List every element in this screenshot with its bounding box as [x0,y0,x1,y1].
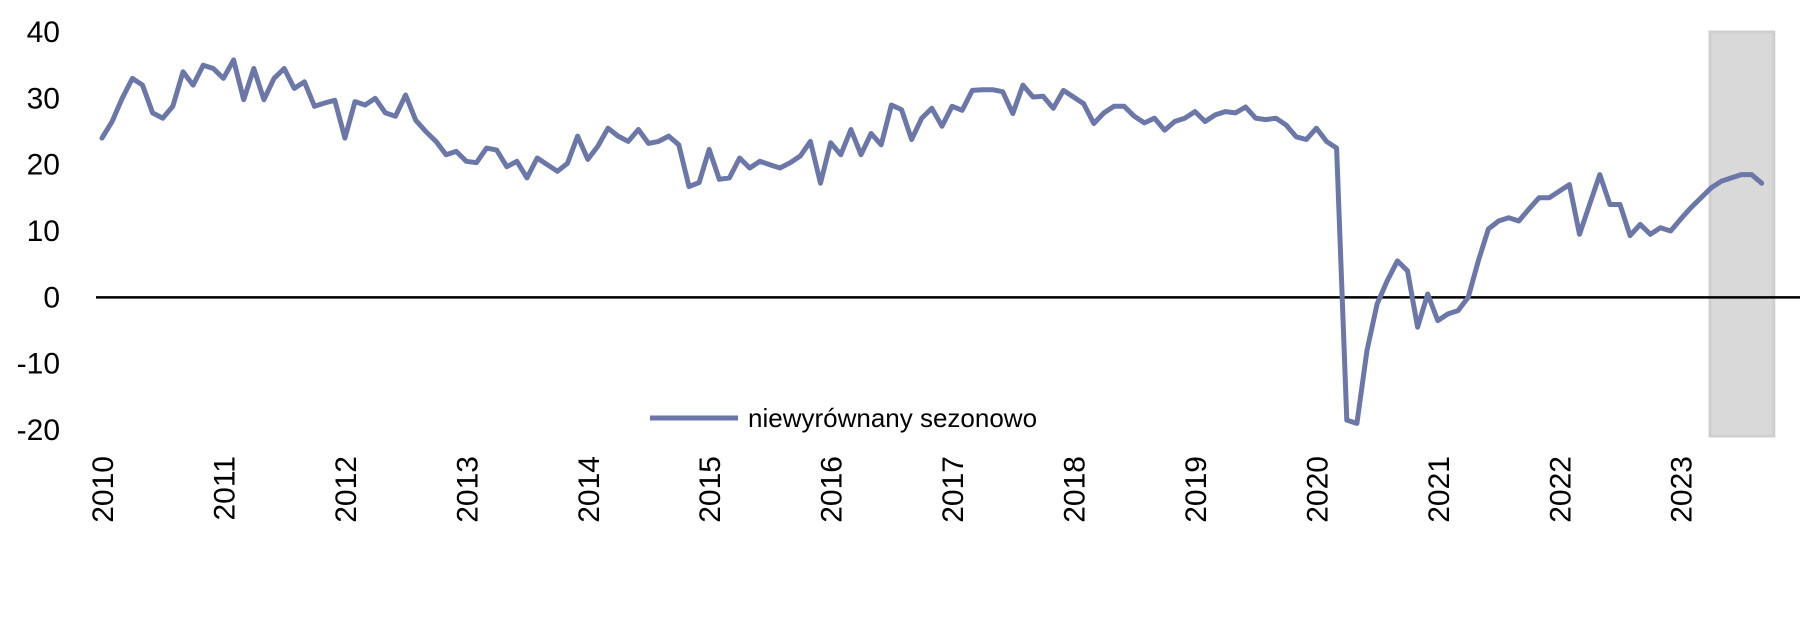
x-axis-tick-labels: 2010 2011 2012 2013 2014 2015 2016 2017 2018 2019… [87,456,1699,523]
legend-label: niewyrównany sezonowo [748,403,1037,433]
series-line-niewyrownany-sezonowo [99,57,1765,426]
y-tick-label: -10 [17,348,60,381]
y-tick-label: 20 [27,149,60,182]
x-tick-label: 2022 [1544,456,1577,523]
y-tick-label: -20 [17,414,60,447]
highlight-band [1708,30,1776,438]
x-tick-label: 2021 [1423,456,1456,523]
x-tick-label: 2020 [1301,456,1334,523]
x-tick-label: 2011 [208,456,241,521]
x-tick-label: 2013 [451,456,484,523]
legend: niewyrównany sezonowo [650,403,1037,433]
x-tick-label: 2015 [694,456,727,523]
y-tick-label: 10 [27,215,60,248]
x-tick-label: 2010 [87,456,120,523]
y-tick-label: 30 [27,82,60,115]
x-tick-label: 2023 [1666,456,1699,523]
y-tick-label: 0 [43,281,60,314]
y-axis-tick-labels: 40 30 20 10 0 -10 -20 [17,16,60,447]
y-tick-label: 40 [27,16,60,49]
x-tick-label: 2018 [1059,456,1092,523]
x-tick-label: 2014 [573,456,606,523]
x-tick-label: 2017 [937,456,970,523]
x-tick-label: 2016 [816,456,849,523]
x-tick-label: 2012 [330,456,363,523]
x-tick-label: 2019 [1180,456,1213,523]
